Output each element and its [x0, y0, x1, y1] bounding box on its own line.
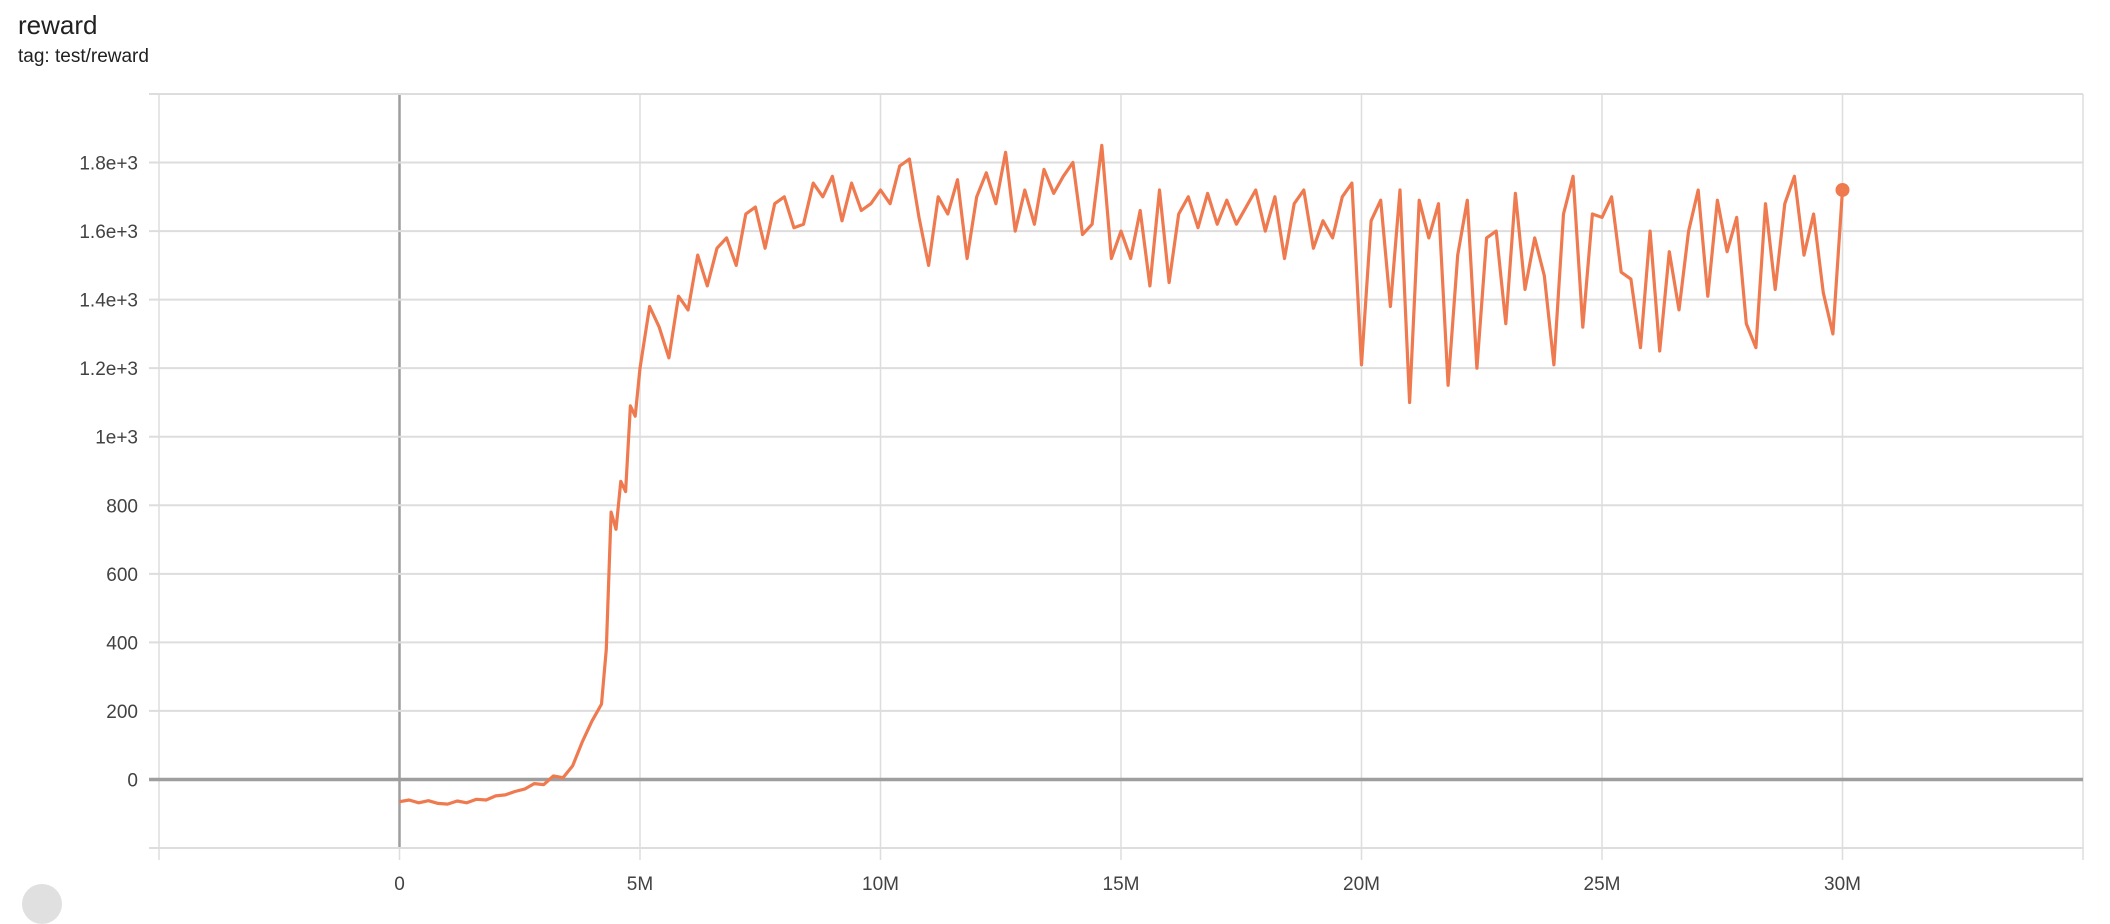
- fit-domain-button[interactable]: [22, 884, 62, 924]
- y-tick-label: 200: [106, 702, 138, 723]
- grid: [149, 94, 2083, 860]
- series-layer: [399, 145, 1849, 804]
- y-tick-label: 0: [127, 770, 138, 791]
- y-tick-label: 600: [106, 565, 138, 586]
- y-tick-label: 1.8e+3: [79, 154, 138, 175]
- reward-chart[interactable]: 0 5M 10M 15M 20M 25M 30M 0 200 400 600 800 1e+3 1.2e…: [0, 0, 2110, 900]
- x-tick-label: 10M: [862, 874, 899, 895]
- x-axis: 0 5M 10M 15M 20M 25M 30M: [394, 874, 1861, 895]
- x-tick-label: 25M: [1584, 874, 1621, 895]
- x-tick-label: 5M: [627, 874, 653, 895]
- y-tick-label: 800: [106, 496, 138, 517]
- x-tick-label: 0: [394, 874, 405, 895]
- y-tick-label: 1e+3: [95, 428, 138, 449]
- y-axis: 0 200 400 600 800 1e+3 1.2e+3 1.4e+3 1.6e+3 1.8e+…: [79, 154, 138, 792]
- x-tick-label: 30M: [1824, 874, 1861, 895]
- last-point-marker: [1836, 183, 1850, 197]
- y-tick-label: 1.2e+3: [79, 359, 138, 380]
- x-tick-label: 20M: [1343, 874, 1380, 895]
- y-tick-label: 1.4e+3: [79, 291, 138, 312]
- x-tick-label: 15M: [1103, 874, 1140, 895]
- y-tick-label: 400: [106, 633, 138, 654]
- y-tick-label: 1.6e+3: [79, 222, 138, 243]
